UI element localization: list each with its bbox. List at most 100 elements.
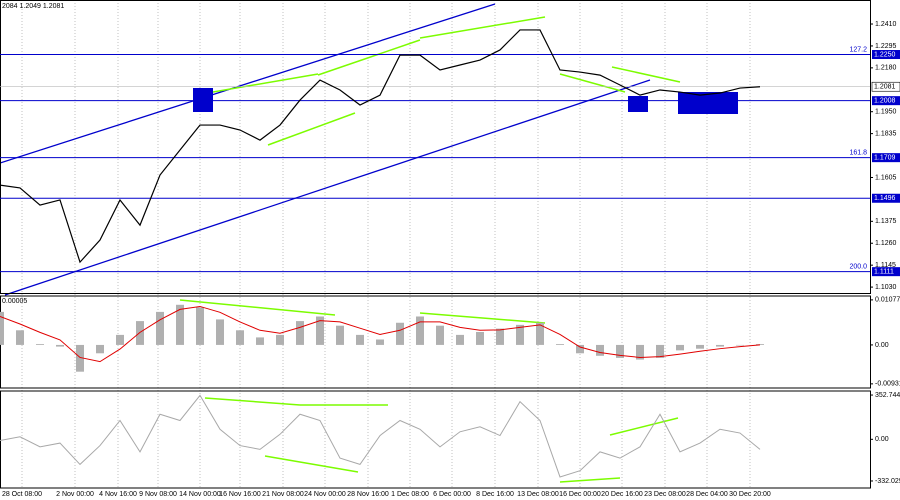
x-tick-label: 28 Nov 16:00 bbox=[347, 491, 389, 498]
histogram-bar bbox=[16, 330, 24, 345]
histogram-bar bbox=[676, 344, 684, 351]
histogram-bar bbox=[516, 324, 524, 345]
divergence-line bbox=[179, 299, 336, 316]
histogram-bar bbox=[276, 334, 284, 345]
y-tick-label: 0.01077 bbox=[875, 297, 900, 304]
last-price-tag bbox=[871, 81, 900, 92]
divergence-line bbox=[264, 455, 359, 473]
x-tick-label: 16 Dec 00:00 bbox=[559, 491, 601, 498]
histogram-bar bbox=[0, 311, 4, 345]
annotations bbox=[0, 3, 738, 483]
fib-label: 161.8 bbox=[849, 149, 867, 156]
level-tag bbox=[872, 267, 900, 277]
histogram-bar bbox=[336, 325, 344, 345]
level-label: 1.2250 bbox=[874, 51, 896, 58]
histogram-bar bbox=[436, 325, 444, 345]
histogram-bar bbox=[756, 344, 764, 345]
y-tick-label: 1.1835 bbox=[875, 130, 897, 137]
histogram-bar bbox=[216, 319, 224, 345]
price-line bbox=[0, 394, 761, 478]
price-line bbox=[0, 29, 761, 264]
level-label: 1.1496 bbox=[874, 195, 896, 202]
histogram-bar bbox=[296, 321, 304, 345]
histogram-bar bbox=[156, 311, 164, 345]
histogram-bar bbox=[496, 328, 504, 345]
x-tick-label: 16 Nov 16:00 bbox=[219, 491, 261, 498]
histogram-bar bbox=[96, 344, 104, 354]
y-tick-label: 1.1950 bbox=[875, 109, 897, 116]
y-tick-label: 1.1030 bbox=[875, 284, 897, 291]
y-tick-label: 352.7446 bbox=[875, 392, 900, 399]
histogram-bar bbox=[176, 304, 184, 345]
x-tick-label: 28 Dec 04:00 bbox=[686, 491, 728, 498]
histogram-bar bbox=[236, 330, 244, 345]
x-tick-label: 14 Nov 00:00 bbox=[179, 491, 221, 498]
histogram-bar bbox=[356, 334, 364, 345]
x-tick-label: 21 Nov 08:00 bbox=[262, 491, 304, 498]
histogram-bar bbox=[256, 337, 264, 345]
histogram-bar bbox=[376, 339, 384, 345]
price-header: 2084 1.2049 1.2081 bbox=[2, 3, 64, 10]
divergence-line bbox=[611, 66, 681, 83]
x-tick-label: 9 Nov 08:00 bbox=[139, 491, 177, 498]
zone-box bbox=[628, 96, 648, 112]
histogram-bar bbox=[696, 344, 704, 349]
price-frame bbox=[0, 0, 871, 294]
level-tag bbox=[872, 50, 900, 60]
histogram-bar bbox=[556, 344, 564, 345]
histogram-bar bbox=[716, 344, 724, 347]
x-tick-label: 24 Nov 00:00 bbox=[304, 491, 346, 498]
histogram-bar bbox=[316, 316, 324, 345]
level-label: 1.2008 bbox=[874, 97, 896, 104]
x-tick-label: 8 Dec 16:00 bbox=[476, 491, 514, 498]
x-tick-label: 23 Dec 08:00 bbox=[644, 491, 686, 498]
divergence-line bbox=[609, 417, 679, 436]
histogram-bar bbox=[476, 331, 484, 345]
y-tick-label: 1.1260 bbox=[875, 240, 897, 247]
histogram-bar bbox=[736, 344, 744, 346]
level-tag bbox=[872, 193, 900, 203]
divergence-line bbox=[204, 397, 301, 406]
level-tag bbox=[872, 96, 900, 106]
y-tick-label: 1.1145 bbox=[875, 262, 896, 269]
divergence-line bbox=[267, 112, 356, 146]
grid-layer bbox=[21, 0, 751, 488]
divergence-line bbox=[419, 312, 546, 324]
divergence-line bbox=[212, 73, 319, 93]
x-tick-label: 30 Dec 20:00 bbox=[729, 491, 771, 498]
x-tick-label: 1 Dec 08:00 bbox=[391, 491, 429, 498]
divergence-line bbox=[559, 73, 626, 93]
fib-label: 127.2 bbox=[849, 46, 867, 53]
zone-box bbox=[193, 88, 213, 112]
x-tick-label: 20 Dec 16:00 bbox=[601, 491, 643, 498]
signal-line bbox=[0, 305, 761, 363]
y-tick-label: -332.0291 bbox=[875, 478, 900, 485]
level-label: 1.1111 bbox=[874, 268, 894, 275]
x-tick-label: 2 Nov 00:00 bbox=[56, 491, 94, 498]
y-tick-label: -0.00931 bbox=[875, 381, 900, 388]
histogram-bar bbox=[196, 307, 204, 345]
divergence-line bbox=[559, 477, 621, 483]
histogram-bar bbox=[616, 344, 624, 358]
level-tag bbox=[872, 153, 900, 163]
y-tick-label: 1.2410 bbox=[875, 21, 897, 28]
histogram-bar bbox=[576, 344, 584, 354]
y-tick-label: 1.2295 bbox=[875, 43, 897, 50]
y-tick-label: 0.00 bbox=[875, 436, 889, 443]
y-tick-label: 0.00 bbox=[875, 342, 889, 349]
histogram-bar bbox=[56, 344, 64, 347]
histogram-bar bbox=[416, 316, 424, 345]
macd-header: 0.00005 bbox=[2, 298, 27, 305]
histogram-bar bbox=[396, 322, 404, 345]
y-tick-label: 1.1605 bbox=[875, 174, 897, 181]
last-price-label: 1.2081 bbox=[874, 84, 896, 91]
histogram-bar bbox=[456, 334, 464, 345]
x-tick-label: 13 Dec 08:00 bbox=[517, 491, 559, 498]
y-tick-label: 1.1375 bbox=[875, 218, 897, 225]
x-tick-label: 28 Oct 08:00 bbox=[2, 491, 42, 498]
histogram-bar bbox=[656, 344, 664, 358]
zone-box bbox=[678, 92, 738, 114]
